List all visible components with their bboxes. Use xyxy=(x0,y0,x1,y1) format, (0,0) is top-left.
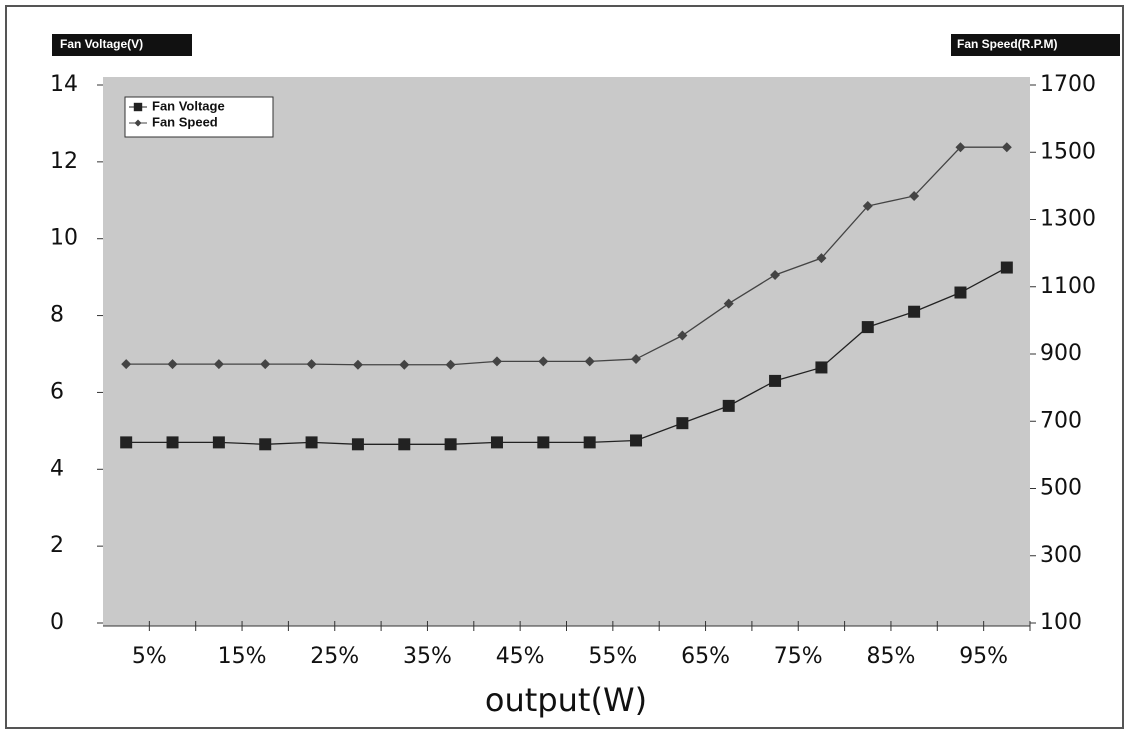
y2-label-box xyxy=(951,34,1120,56)
x-tick-label: 25% xyxy=(310,644,359,669)
point xyxy=(769,374,782,387)
point xyxy=(538,356,549,367)
y2-tick-label: 900 xyxy=(1040,341,1082,366)
point xyxy=(583,436,596,449)
point xyxy=(213,359,224,370)
y-tick-label: 8 xyxy=(50,303,64,328)
y2-tick-label: 1300 xyxy=(1040,207,1096,232)
y-tick-label: 4 xyxy=(50,456,64,481)
point xyxy=(909,190,920,201)
x-tick-label: 95% xyxy=(959,644,1008,669)
y-axis-label: Fan Voltage(V) xyxy=(60,37,143,51)
point xyxy=(677,330,688,341)
legend-marker xyxy=(134,119,142,127)
x-tick-label: 15% xyxy=(218,644,267,669)
x-tick-label: 75% xyxy=(774,644,823,669)
x-axis-label: output(W) xyxy=(485,681,647,719)
y-tick-label: 14 xyxy=(50,72,78,97)
y2-tick-label: 500 xyxy=(1040,476,1082,501)
point xyxy=(862,201,873,212)
point xyxy=(490,436,503,449)
x-tick-label: 55% xyxy=(588,644,637,669)
y-tick-label: 0 xyxy=(50,610,64,635)
point xyxy=(631,354,642,365)
y-tick-label: 6 xyxy=(50,379,64,404)
point xyxy=(584,356,595,367)
point xyxy=(121,359,132,370)
point xyxy=(306,359,317,370)
x-tick-label: 45% xyxy=(496,644,545,669)
point xyxy=(212,436,225,449)
point xyxy=(955,142,966,153)
point xyxy=(399,359,410,370)
x-tick-label: 35% xyxy=(403,644,452,669)
point xyxy=(398,438,411,451)
point xyxy=(1000,261,1013,274)
legend-marker xyxy=(133,102,143,112)
point xyxy=(908,305,921,318)
point xyxy=(305,436,318,449)
point xyxy=(351,438,364,451)
point xyxy=(445,359,456,370)
y2-tick-label: 1500 xyxy=(1040,139,1096,164)
point xyxy=(259,438,272,451)
y-tick-label: 12 xyxy=(50,149,78,174)
x-tick-label: 5% xyxy=(132,644,167,669)
point xyxy=(722,399,735,412)
series-line xyxy=(126,266,1008,445)
x-tick-label: 85% xyxy=(866,644,915,669)
point xyxy=(1001,142,1012,153)
plot-area xyxy=(103,77,1030,626)
legend-label: Fan Speed xyxy=(152,114,218,129)
point xyxy=(260,359,271,370)
point xyxy=(537,436,550,449)
y-tick-label: 10 xyxy=(50,226,78,251)
point xyxy=(166,436,179,449)
point xyxy=(954,286,967,299)
x-tick-label: 65% xyxy=(681,644,730,669)
y-tick-label: 2 xyxy=(50,533,64,558)
y2-axis-label: Fan Speed(R.P.M) xyxy=(957,37,1057,51)
point xyxy=(120,436,133,449)
y2-tick-label: 700 xyxy=(1040,408,1082,433)
point xyxy=(352,359,363,370)
y2-tick-label: 300 xyxy=(1040,543,1082,568)
y2-tick-label: 1100 xyxy=(1040,274,1096,299)
legend-box xyxy=(124,96,274,138)
point xyxy=(491,356,502,367)
point xyxy=(815,361,828,374)
point xyxy=(167,359,178,370)
point xyxy=(816,253,827,264)
y2-tick-label: 100 xyxy=(1040,610,1082,635)
point xyxy=(723,298,734,309)
series-line xyxy=(126,146,1007,366)
point xyxy=(444,438,457,451)
y-label-box xyxy=(52,34,192,56)
legend-label: Fan Voltage xyxy=(152,98,225,113)
y2-tick-label: 1700 xyxy=(1040,72,1096,97)
point xyxy=(770,269,781,280)
point xyxy=(630,434,643,447)
point xyxy=(861,321,874,334)
point xyxy=(676,417,689,430)
